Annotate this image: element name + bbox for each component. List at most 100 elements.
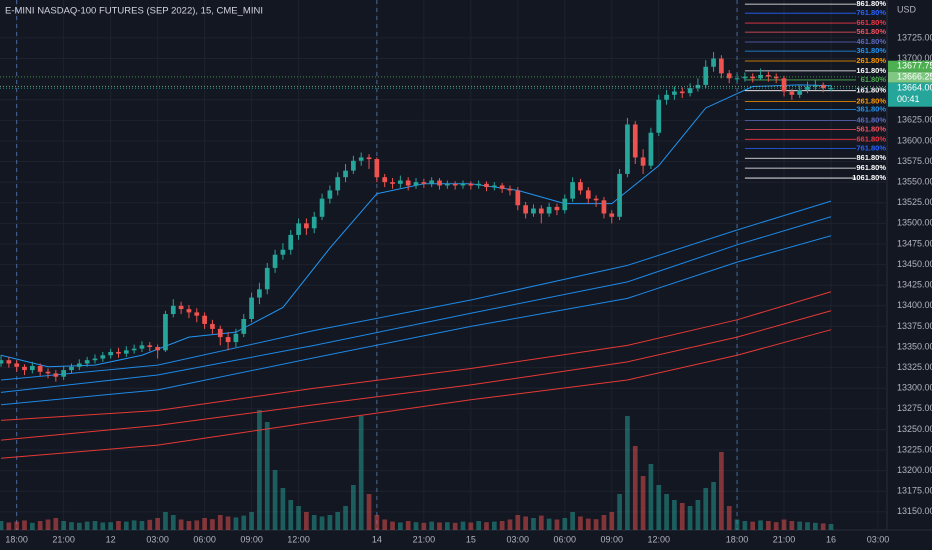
candle-body	[304, 223, 309, 229]
candle-body	[366, 157, 372, 160]
y-tick-label: 13500.00	[897, 218, 932, 228]
fib-label: 761.80%	[856, 8, 886, 17]
volume-bar	[531, 518, 536, 530]
candle-body	[327, 190, 333, 199]
volume-bar	[405, 521, 411, 530]
candle-body	[69, 366, 74, 371]
x-tick-label: 03:00	[867, 534, 890, 544]
currency: USD	[897, 4, 917, 14]
fib-label: 761.80%	[856, 143, 886, 152]
volume-bar	[805, 522, 810, 530]
candle-body	[781, 78, 787, 92]
y-tick-label: 13300.00	[897, 383, 932, 393]
volume-bar	[444, 522, 450, 530]
fib-label: 361.80%	[856, 105, 886, 114]
candle-body	[233, 333, 239, 343]
volume-bar	[257, 410, 262, 530]
candle-body	[217, 328, 223, 338]
candle-body	[163, 314, 168, 351]
volume-bar	[773, 522, 779, 530]
volume-bar	[578, 516, 583, 530]
candle-body	[593, 198, 599, 201]
candle-body	[437, 180, 442, 186]
y-tick-label: 13150.00	[897, 506, 932, 516]
candle-body	[632, 124, 638, 158]
candle-body	[343, 170, 348, 178]
volume-bar	[452, 522, 458, 530]
y-tick-label: 13700.00	[897, 53, 932, 63]
candle-body	[476, 183, 482, 186]
candle-body	[288, 234, 294, 250]
volume-bar	[413, 522, 419, 530]
y-tick-label: 13325.00	[897, 362, 932, 372]
y-tick-label: 13625.00	[897, 115, 932, 125]
price-label-box	[888, 82, 932, 107]
volume-bar	[100, 522, 106, 530]
volume-bar	[813, 522, 818, 530]
candle-body	[554, 206, 560, 211]
volume-bar	[484, 522, 489, 530]
price-label: 13666.25	[897, 72, 932, 82]
fib-label: 261.80%	[856, 56, 886, 65]
candle-body	[421, 182, 427, 184]
candle-body	[170, 305, 176, 315]
candle-body	[719, 58, 724, 74]
y-tick-label: 13525.00	[897, 197, 932, 207]
candle-body	[609, 213, 615, 217]
volume-bar	[390, 521, 395, 530]
candle-body	[468, 183, 474, 186]
candle-body	[444, 183, 450, 186]
candle-body	[76, 363, 82, 367]
volume-bar	[210, 519, 215, 530]
volume-bar	[272, 470, 278, 530]
fib-label: 261.80%	[856, 96, 886, 105]
volume-bar	[515, 515, 521, 530]
volume-bar	[233, 517, 239, 530]
candle-body	[280, 249, 286, 255]
volume-bar	[523, 516, 528, 530]
candle-body	[194, 312, 200, 316]
x-tick-label: 09:00	[240, 534, 263, 544]
candle-body	[711, 58, 716, 67]
ma-line	[0, 329, 832, 459]
volume-bar	[695, 500, 701, 530]
candle-body	[585, 190, 591, 199]
x-tick-label: 21:00	[773, 534, 796, 544]
volume-bar	[69, 522, 74, 530]
fib-label: 361.80%	[856, 46, 886, 55]
x-tick-label: 21:00	[52, 534, 75, 544]
volume-bar	[398, 522, 403, 530]
candle-body	[484, 183, 489, 188]
volume-bar	[225, 516, 231, 530]
candle-body	[45, 371, 51, 374]
candles	[0, 51, 834, 382]
candle-body	[311, 216, 317, 229]
volume-bar	[679, 503, 685, 530]
candle-body	[507, 188, 513, 191]
x-tick-label: 16	[826, 534, 836, 544]
volume-bar	[468, 522, 474, 530]
volume-bar	[186, 521, 192, 530]
candle-body	[272, 254, 278, 268]
volume-bar	[781, 519, 787, 530]
candle-body	[374, 159, 380, 178]
fibonacci: 861.80%761.80%661.80%561.80%461.80%361.8…	[744, 0, 886, 182]
price-label-box	[888, 71, 932, 83]
volume-bar	[491, 521, 497, 530]
volume-bar	[734, 519, 740, 530]
candle-body	[687, 88, 693, 94]
price-label: 13677.75	[897, 61, 932, 71]
candle-body	[319, 198, 325, 217]
volume-bar	[351, 485, 356, 530]
candle-body	[813, 84, 818, 87]
volume-bar	[92, 521, 98, 530]
volume-bar	[570, 512, 575, 530]
candle-body	[499, 185, 505, 189]
candle-body	[562, 198, 568, 211]
y-tick-label: 13575.00	[897, 156, 932, 166]
candle-body	[382, 177, 388, 183]
candle-body	[758, 75, 763, 79]
volume-bar	[155, 518, 160, 530]
candle-body	[726, 73, 732, 79]
